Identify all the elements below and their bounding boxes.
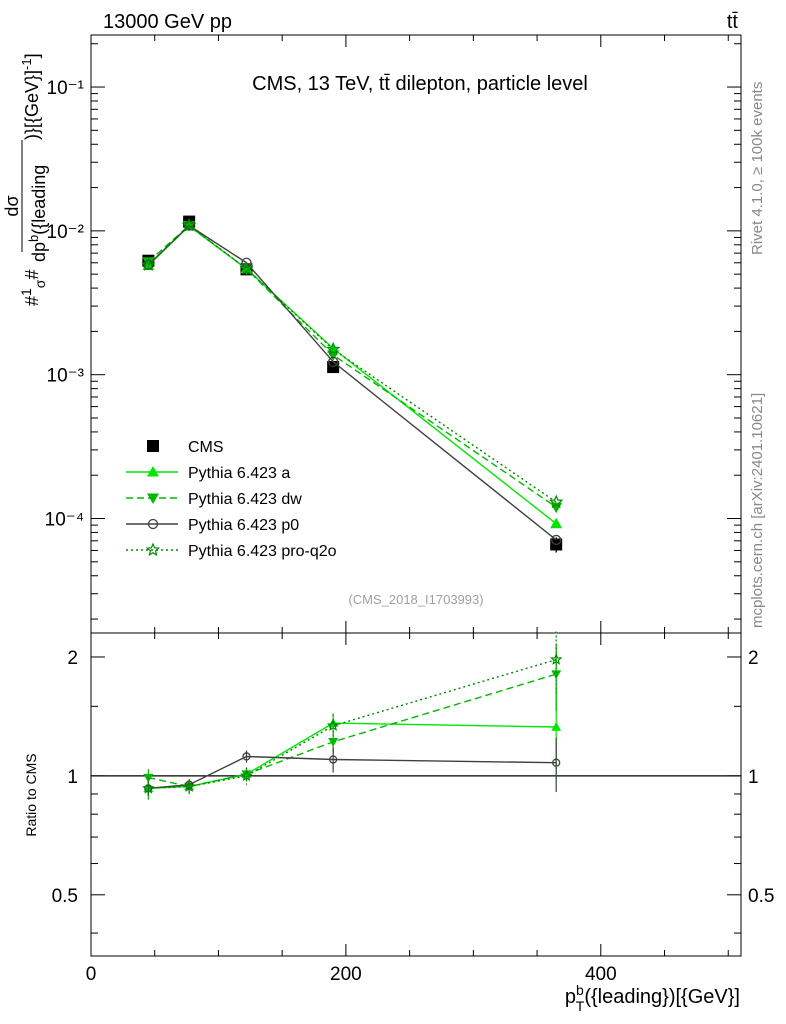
- mcplots-source-label: mcplots.cern.ch [arXiv:2401.10621]: [749, 393, 766, 628]
- ratio-point-proq2o: [240, 769, 253, 782]
- legend-marker-proq2o: [145, 542, 161, 557]
- data-point-p0: [551, 534, 562, 546]
- main-y-axis-label: #1σ# dσ dpb({leading )}[{GeV}]-1]: [2, 53, 49, 306]
- ratio-y-tick-label-right: 2: [748, 648, 759, 669]
- axes-layer: 0 200 400 10⁻¹ 10⁻² 10⁻³ 10⁻⁴ 0.5 0.5 1 1 2 2: [45, 35, 774, 985]
- data-point-proq2o: [181, 217, 197, 232]
- data-point-a: [550, 517, 563, 529]
- ratio-line-a: [148, 722, 557, 789]
- y-label-numerator: dσ: [2, 195, 22, 216]
- analysis-watermark: (CMS_2018_I1703993): [348, 592, 483, 607]
- rivet-version-label: Rivet 4.1.0, ≥ 100k events: [749, 82, 766, 255]
- ratio-y-tick-label-right: 0.5: [748, 886, 774, 907]
- chart-title: CMS, 13 TeV, tt̄ dilepton, particle leve…: [252, 73, 588, 95]
- x-tick-label: 200: [330, 964, 362, 985]
- header-right: tt̄: [727, 11, 739, 33]
- ratio-point-proq2o: [549, 653, 563, 665]
- ratio-plot-frame: [90, 632, 742, 957]
- legend-label-proq2o: Pythia 6.423 pro-q2o: [188, 543, 337, 560]
- ratio-point-proq2o: [182, 779, 196, 792]
- data-point-proq2o: [549, 494, 564, 509]
- legend-label-a: Pythia 6.423 a: [188, 465, 290, 482]
- y-tick-label: 10⁻¹: [47, 78, 85, 99]
- ratio-point-dw: [551, 670, 562, 680]
- ratio-line-dw: [148, 673, 557, 788]
- data-point-p0: [328, 356, 339, 367]
- data-point-dw: [142, 257, 155, 268]
- data-point-proq2o: [239, 261, 254, 275]
- ratio-line-proq2o: [148, 658, 557, 789]
- y-label-prefix: #1σ#: [18, 270, 48, 306]
- y-label-denominator: dpb({leading: [26, 165, 49, 262]
- ratio-point-proq2o: [326, 719, 340, 731]
- legend-marker-cms: [147, 440, 159, 452]
- ratio-line-p0: [148, 755, 557, 789]
- data-point-proq2o: [326, 341, 341, 356]
- ratio-point-p0: [329, 755, 338, 764]
- x-tick-label: 0: [86, 964, 97, 985]
- ratio-point-proq2o: [142, 781, 155, 794]
- ratio-y-tick-label-right: 1: [748, 767, 759, 788]
- x-tick-label: 400: [585, 964, 617, 985]
- y-tick-label: 10⁻²: [47, 222, 85, 243]
- header-left: 13000 GeV pp: [103, 11, 232, 33]
- ratio-point-dw: [328, 738, 339, 747]
- legend-label-cms: CMS: [188, 439, 224, 456]
- ratio-point-p0: [552, 758, 561, 767]
- legend-label-p0: Pythia 6.423 p0: [188, 517, 299, 534]
- legend: CMS Pythia 6.423 a Pythia 6.423 dw Pythia 6…: [126, 439, 337, 560]
- ratio-y-tick-label: 0.5: [52, 886, 78, 907]
- ratio-y-tick-label: 2: [67, 648, 78, 669]
- ratio-y-tick-label: 1: [67, 767, 78, 788]
- legend-marker-a: [147, 466, 159, 477]
- data-point-p0: [241, 257, 252, 268]
- series-layer: [141, 215, 564, 800]
- legend-marker-dw: [147, 493, 159, 504]
- y-tick-label: 10⁻⁴: [45, 510, 84, 531]
- y-label-units: )}[{GeV}]-1]: [19, 53, 42, 140]
- ratio-point-dw: [241, 770, 252, 780]
- ratio-point-a: [551, 721, 562, 731]
- ratio-y-axis-label: Ratio to CMS: [23, 753, 39, 836]
- legend-marker-p0: [147, 518, 159, 530]
- legend-label-dw: Pythia 6.423 dw: [188, 491, 302, 508]
- x-axis-label: pb T({leading})[{GeV}]: [565, 982, 740, 1014]
- ratio-point-p0: [242, 752, 251, 761]
- data-point-proq2o: [141, 257, 156, 271]
- y-tick-label: 10⁻³: [47, 366, 85, 387]
